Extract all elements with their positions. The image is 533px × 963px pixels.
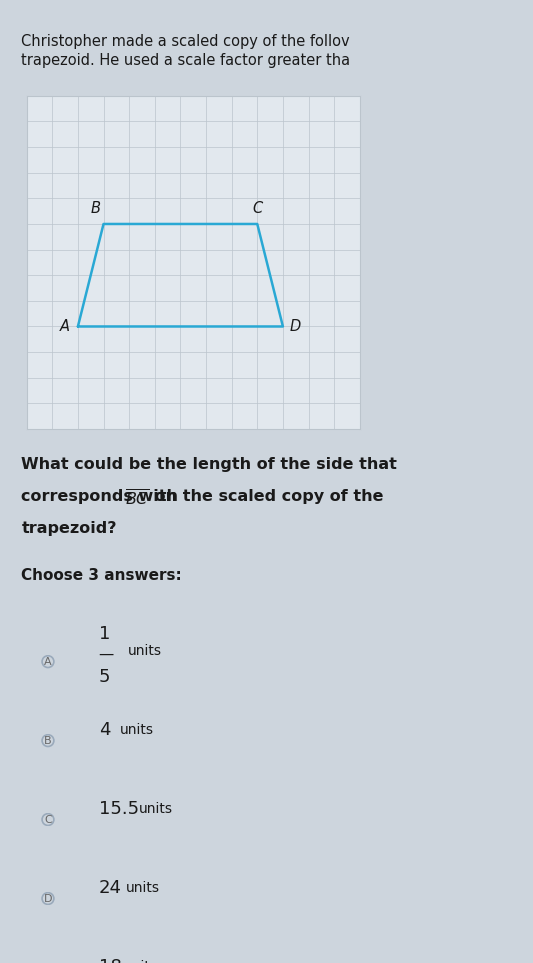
Text: Choose 3 answers:: Choose 3 answers: (21, 568, 182, 584)
Text: trapezoid. He used a scale factor greater tha: trapezoid. He used a scale factor greate… (21, 53, 350, 68)
Text: 1: 1 (99, 625, 110, 643)
Text: 15.5: 15.5 (99, 800, 139, 818)
Text: units: units (128, 644, 162, 658)
Text: A: A (60, 319, 70, 334)
Text: on the scaled copy of the: on the scaled copy of the (149, 489, 384, 505)
Text: units: units (126, 881, 160, 895)
Text: 18: 18 (99, 958, 122, 963)
Text: What could be the length of the side that: What could be the length of the side tha… (21, 457, 397, 473)
Text: 4: 4 (99, 721, 110, 739)
Text: D: D (290, 319, 301, 334)
Text: A: A (44, 657, 52, 666)
Text: corresponds with: corresponds with (21, 489, 184, 505)
Text: 24: 24 (99, 879, 122, 897)
Text: —: — (99, 646, 114, 662)
Text: units: units (139, 802, 173, 816)
Text: trapezoid?: trapezoid? (21, 521, 117, 536)
Text: 5: 5 (99, 668, 110, 687)
Text: D: D (44, 894, 52, 903)
Text: units: units (124, 960, 158, 963)
Text: $\overline{BC}$: $\overline{BC}$ (125, 489, 149, 509)
Text: Christopher made a scaled copy of the follov: Christopher made a scaled copy of the fo… (21, 34, 350, 49)
Text: C: C (44, 815, 52, 824)
Text: B: B (91, 201, 101, 216)
Text: units: units (120, 723, 154, 737)
Text: B: B (44, 736, 52, 745)
Text: C: C (252, 201, 262, 216)
